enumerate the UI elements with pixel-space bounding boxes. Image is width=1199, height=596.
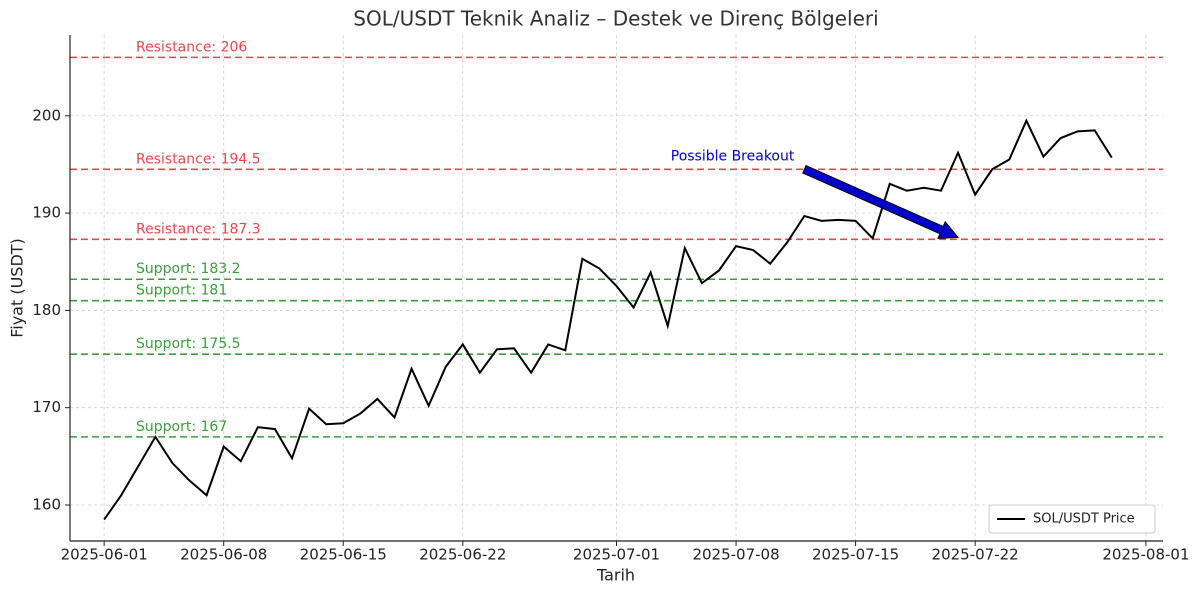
legend: SOL/USDT Price [988,504,1156,534]
y-axis-label: Fiyat (USDT) [8,238,27,338]
support-label: Support: 183.2 [136,261,241,277]
x-tick-label: 2025-07-15 [812,546,899,564]
x-tick-label: 2025-06-01 [61,546,148,564]
chart-title: SOL/USDT Teknik Analiz – Destek ve Diren… [353,7,878,31]
x-axis-label: Tarih [596,566,635,585]
x-tick-label: 2025-07-08 [692,546,779,564]
y-tick-label: 200 [32,106,61,124]
price-line [103,118,1113,521]
y-tick-label: 190 [32,204,61,222]
annotation-text: Possible Breakout [671,148,795,164]
support-label: Support: 175.5 [136,336,241,352]
x-tick-label: 2025-07-01 [573,546,660,564]
support-label: Support: 181 [136,283,227,299]
y-tick-label: 170 [32,398,61,416]
annotation-arrow [802,164,960,239]
resistance-label: Resistance: 206 [136,39,247,55]
resistance-label: Resistance: 187.3 [136,221,261,237]
x-tick-label: 2025-08-01 [1102,546,1189,564]
x-tick-label: 2025-06-15 [300,546,387,564]
x-tick-label: 2025-06-08 [180,546,267,564]
x-tick-label: 2025-07-22 [932,546,1019,564]
legend-box [988,504,1156,534]
y-tick-label: 160 [32,495,61,513]
resistance-label: Resistance: 194.5 [136,151,261,167]
legend-label: SOL/USDT Price [1033,512,1135,527]
x-tick-label: 2025-06-22 [419,546,506,564]
y-tick-label: 180 [32,301,61,319]
support-label: Support: 167 [136,419,227,435]
